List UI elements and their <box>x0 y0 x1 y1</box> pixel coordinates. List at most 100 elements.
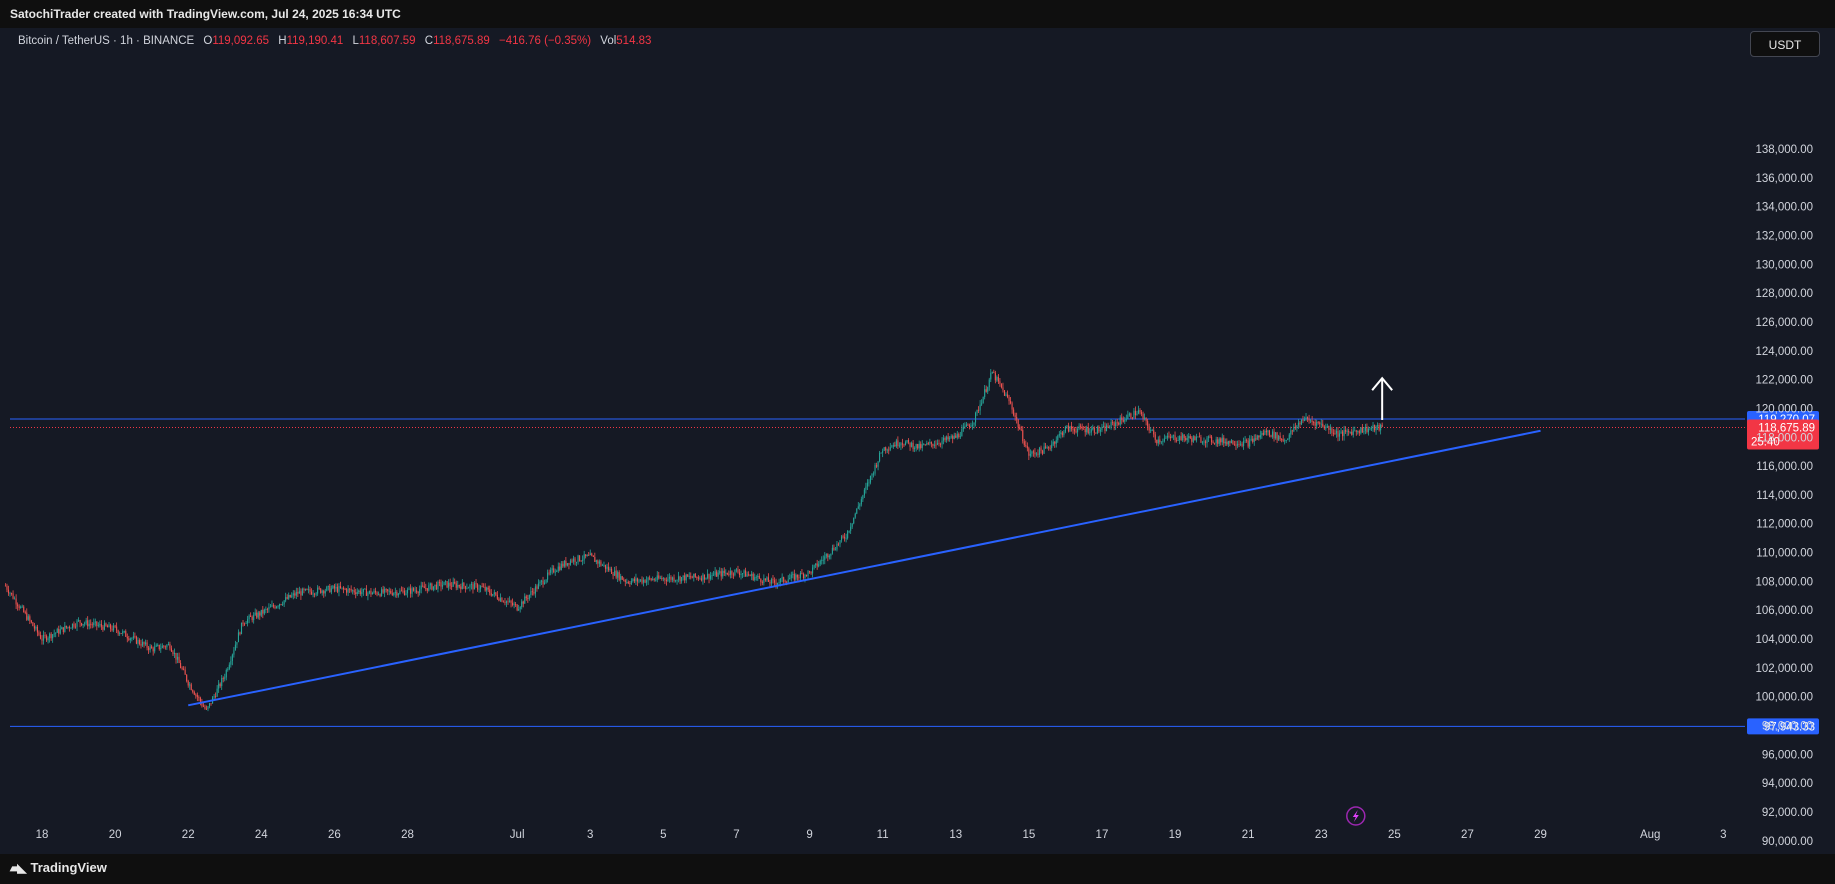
candle-body <box>988 379 990 388</box>
time-tick-label: 19 <box>1169 829 1182 841</box>
chart-pane[interactable] <box>0 28 1835 854</box>
candle-body <box>809 571 811 572</box>
candle-body <box>1294 426 1296 429</box>
candle-body <box>920 443 922 448</box>
candle-body <box>109 624 112 629</box>
candle-body <box>1361 427 1363 433</box>
candle-body <box>802 573 805 579</box>
price-tick-label: 116,000.00 <box>1756 461 1813 473</box>
candle-body <box>764 578 766 580</box>
time-tick-label: 24 <box>255 829 268 841</box>
candle-body <box>921 444 923 448</box>
price-tick-label: 108,000.00 <box>1755 576 1813 588</box>
candle-body <box>837 543 840 545</box>
candle-body <box>530 591 532 595</box>
candle-body <box>1013 409 1015 416</box>
candle-body <box>1342 431 1344 437</box>
candle-body <box>275 606 278 609</box>
candle-body <box>1145 417 1147 422</box>
candle-body <box>513 604 515 606</box>
candle-body <box>1270 435 1272 437</box>
candle-body <box>201 701 203 706</box>
candle-body <box>90 623 92 625</box>
candle-body <box>991 372 993 374</box>
candle-body <box>178 656 180 664</box>
ascending-trendline <box>188 429 1541 707</box>
candle-body <box>839 540 841 545</box>
candle-body <box>473 583 476 590</box>
candle-body <box>749 575 751 576</box>
candle-body <box>413 588 415 591</box>
candle-body <box>705 577 707 580</box>
candle-body <box>938 443 940 444</box>
candle-body <box>1229 441 1231 444</box>
candle-body <box>64 625 66 632</box>
candle-body <box>1014 415 1016 418</box>
candle-body <box>1174 435 1176 441</box>
candle-body <box>298 591 300 594</box>
candle-body <box>44 634 46 636</box>
candle-body <box>356 591 358 594</box>
candle-body <box>458 584 460 587</box>
candle-body <box>1297 422 1299 426</box>
candle-body <box>1160 441 1162 443</box>
candle-body <box>761 581 763 583</box>
candle-body <box>388 590 390 592</box>
candle-body <box>230 660 232 665</box>
candle-body <box>876 465 878 467</box>
candle-body <box>362 588 364 593</box>
candle-body <box>1268 430 1271 436</box>
candle-body <box>644 579 646 583</box>
candle-body <box>97 625 99 627</box>
candle-body <box>682 575 684 578</box>
currency-button[interactable]: USDT <box>1750 31 1820 57</box>
candle-body <box>1195 436 1197 441</box>
candle-body <box>42 634 45 641</box>
candle-body <box>544 582 546 585</box>
candle-body <box>959 436 961 438</box>
candle-body <box>824 556 826 560</box>
price-tick-label: 100,000.00 <box>1755 692 1813 704</box>
candle-body <box>234 644 236 651</box>
candle-body <box>1171 436 1173 438</box>
high-label: H <box>278 35 287 47</box>
price-tick-label: 118,000.00 <box>1756 432 1813 444</box>
candle-body <box>449 582 451 586</box>
candle-body <box>770 579 773 584</box>
candle-body <box>180 663 182 669</box>
candle-body <box>1069 426 1071 432</box>
candle-body <box>569 560 572 565</box>
candle-body <box>231 654 233 661</box>
candle-body <box>480 586 482 589</box>
candle-body <box>1134 410 1137 416</box>
candle-body <box>553 568 555 573</box>
candle-body <box>1080 425 1082 427</box>
candle-body <box>1261 432 1263 436</box>
last-price-badge-label: 118,675.89 <box>1758 423 1815 435</box>
candle-body <box>400 590 402 592</box>
candle-body <box>245 623 247 625</box>
candle-body <box>906 439 908 443</box>
candle-body <box>857 506 859 509</box>
candle-body <box>61 627 63 630</box>
candle-body <box>892 445 894 447</box>
brand[interactable]: ▰◣ TradingView <box>10 860 107 875</box>
candle-body <box>952 436 954 439</box>
candle-body <box>358 590 360 592</box>
candle-body <box>131 638 133 640</box>
candle-body <box>423 586 425 589</box>
candle-body <box>755 576 757 578</box>
candle-body <box>382 589 384 593</box>
candle-body <box>269 606 271 608</box>
candle-body <box>522 601 524 604</box>
candle-body <box>950 436 952 438</box>
candle-body <box>125 631 127 637</box>
candle-body <box>207 706 209 710</box>
candle-body <box>618 572 620 580</box>
candle-body <box>289 595 291 598</box>
candle-body <box>428 585 430 591</box>
candle-body <box>597 560 599 564</box>
candle-body <box>1058 434 1060 436</box>
candle-body <box>901 443 903 445</box>
